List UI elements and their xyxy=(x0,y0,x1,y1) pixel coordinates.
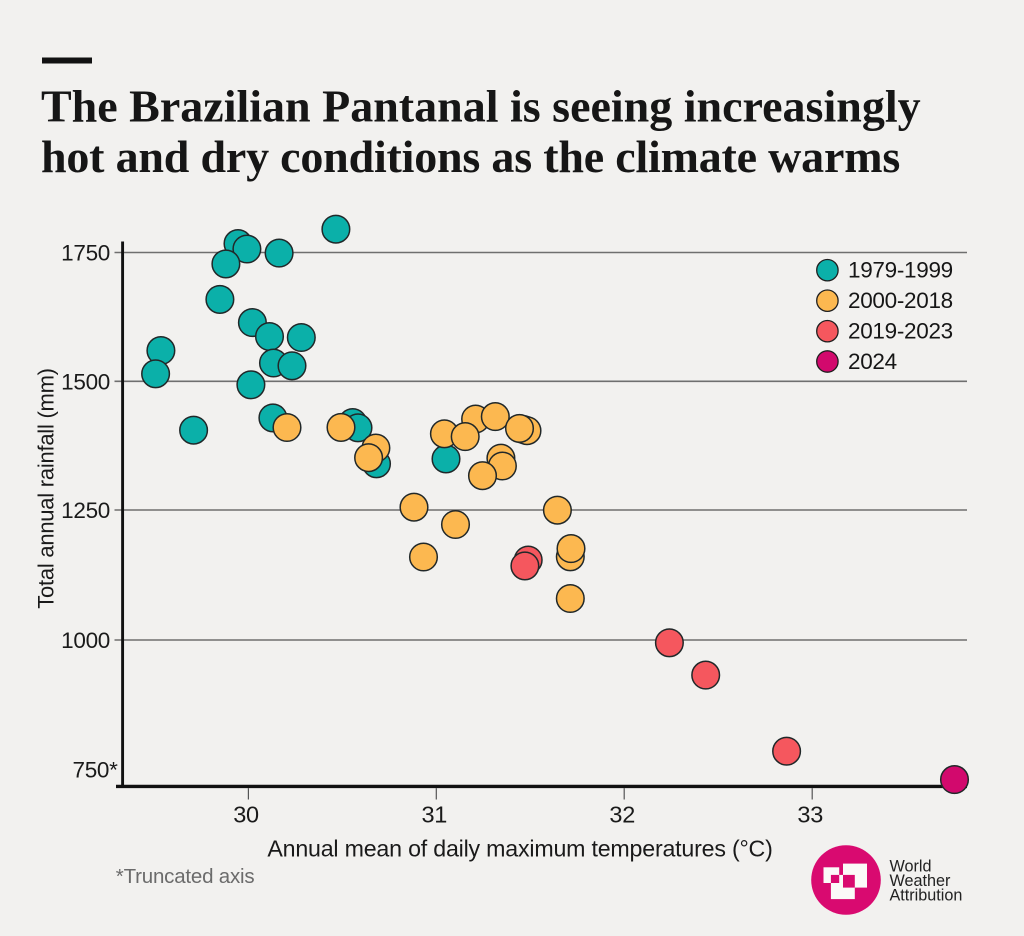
svg-text:The Brazilian Pantanal is seei: The Brazilian Pantanal is seeing increas… xyxy=(41,81,921,132)
svg-text:World: World xyxy=(890,858,932,876)
svg-text:1750: 1750 xyxy=(61,241,110,266)
svg-text:1000: 1000 xyxy=(61,628,110,653)
svg-text:750*: 750* xyxy=(72,757,118,782)
svg-text:*Truncated axis: *Truncated axis xyxy=(116,865,255,888)
svg-text:2024: 2024 xyxy=(848,349,897,374)
svg-text:32: 32 xyxy=(609,802,635,828)
svg-text:Weather: Weather xyxy=(890,872,951,890)
svg-text:2000-2018: 2000-2018 xyxy=(848,288,953,313)
svg-text:1500: 1500 xyxy=(61,369,110,394)
svg-text:31: 31 xyxy=(422,802,448,828)
svg-text:33: 33 xyxy=(797,802,823,828)
svg-text:Total annual rainfall (mm): Total annual rainfall (mm) xyxy=(34,368,59,608)
svg-text:Attribution: Attribution xyxy=(890,887,963,905)
svg-text:hot and dry conditions as the: hot and dry conditions as the climate wa… xyxy=(41,131,900,182)
svg-text:2019-2023: 2019-2023 xyxy=(848,319,953,344)
svg-text:1250: 1250 xyxy=(61,498,110,523)
svg-text:30: 30 xyxy=(233,802,259,828)
svg-text:Annual mean of daily maximum t: Annual mean of daily maximum temperature… xyxy=(267,835,772,861)
svg-text:1979-1999: 1979-1999 xyxy=(848,258,953,283)
